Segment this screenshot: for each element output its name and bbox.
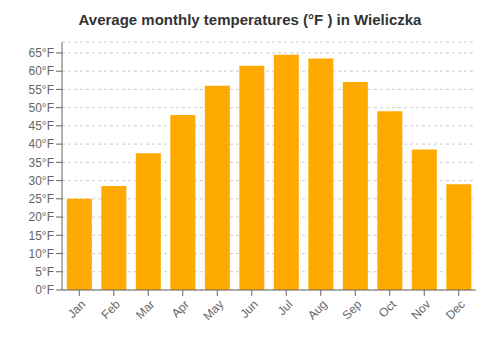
svg-text:10°F: 10°F — [29, 247, 54, 261]
svg-text:Sep: Sep — [339, 297, 364, 322]
svg-text:0°F: 0°F — [35, 283, 54, 297]
svg-text:15°F: 15°F — [29, 229, 54, 243]
html-text:Average monthly temperatures (: Average monthly temperatures (°F ) in Wi… — [78, 11, 422, 28]
svg-text:60°F: 60°F — [29, 64, 54, 78]
svg-text:50°F: 50°F — [29, 101, 54, 115]
svg-text:May: May — [201, 297, 227, 323]
svg-text:30°F: 30°F — [29, 174, 54, 188]
svg-text:Jan: Jan — [65, 297, 89, 321]
svg-text:25°F: 25°F — [29, 192, 54, 206]
svg-text:Apr: Apr — [169, 297, 192, 320]
svg-text:Dec: Dec — [443, 297, 468, 322]
svg-text:Jul: Jul — [275, 297, 296, 318]
svg-text:45°F: 45°F — [29, 119, 54, 133]
svg-text:Feb: Feb — [98, 297, 123, 322]
svg-text:Nov: Nov — [408, 297, 433, 322]
svg-text:Jun: Jun — [237, 297, 261, 321]
svg-text:40°F: 40°F — [29, 137, 54, 151]
svg-text:Aug: Aug — [305, 297, 330, 322]
svg-text:5°F: 5°F — [35, 265, 54, 279]
svg-text:Oct: Oct — [376, 297, 400, 321]
svg-text:55°F: 55°F — [29, 83, 54, 97]
svg-text:20°F: 20°F — [29, 210, 54, 224]
svg-text:Mar: Mar — [133, 297, 158, 322]
svg-text:35°F: 35°F — [29, 156, 54, 170]
svg-text:65°F: 65°F — [29, 46, 54, 60]
